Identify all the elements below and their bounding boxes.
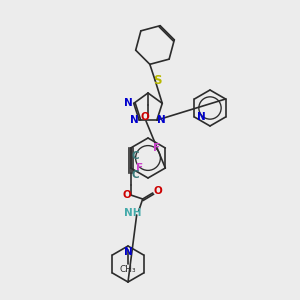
Text: N: N (158, 115, 166, 125)
Text: N: N (197, 112, 206, 122)
Text: F: F (153, 143, 160, 153)
Text: O: O (153, 186, 162, 196)
Text: C: C (132, 170, 140, 180)
Text: N: N (130, 115, 139, 125)
Text: N: N (124, 98, 133, 108)
Text: C: C (132, 151, 140, 161)
Text: O: O (141, 112, 149, 122)
Text: O: O (122, 190, 131, 200)
Text: F: F (136, 163, 143, 173)
Text: NH: NH (124, 208, 141, 218)
Text: S: S (153, 74, 161, 86)
Text: N: N (124, 247, 132, 257)
Text: CH₃: CH₃ (120, 265, 136, 274)
